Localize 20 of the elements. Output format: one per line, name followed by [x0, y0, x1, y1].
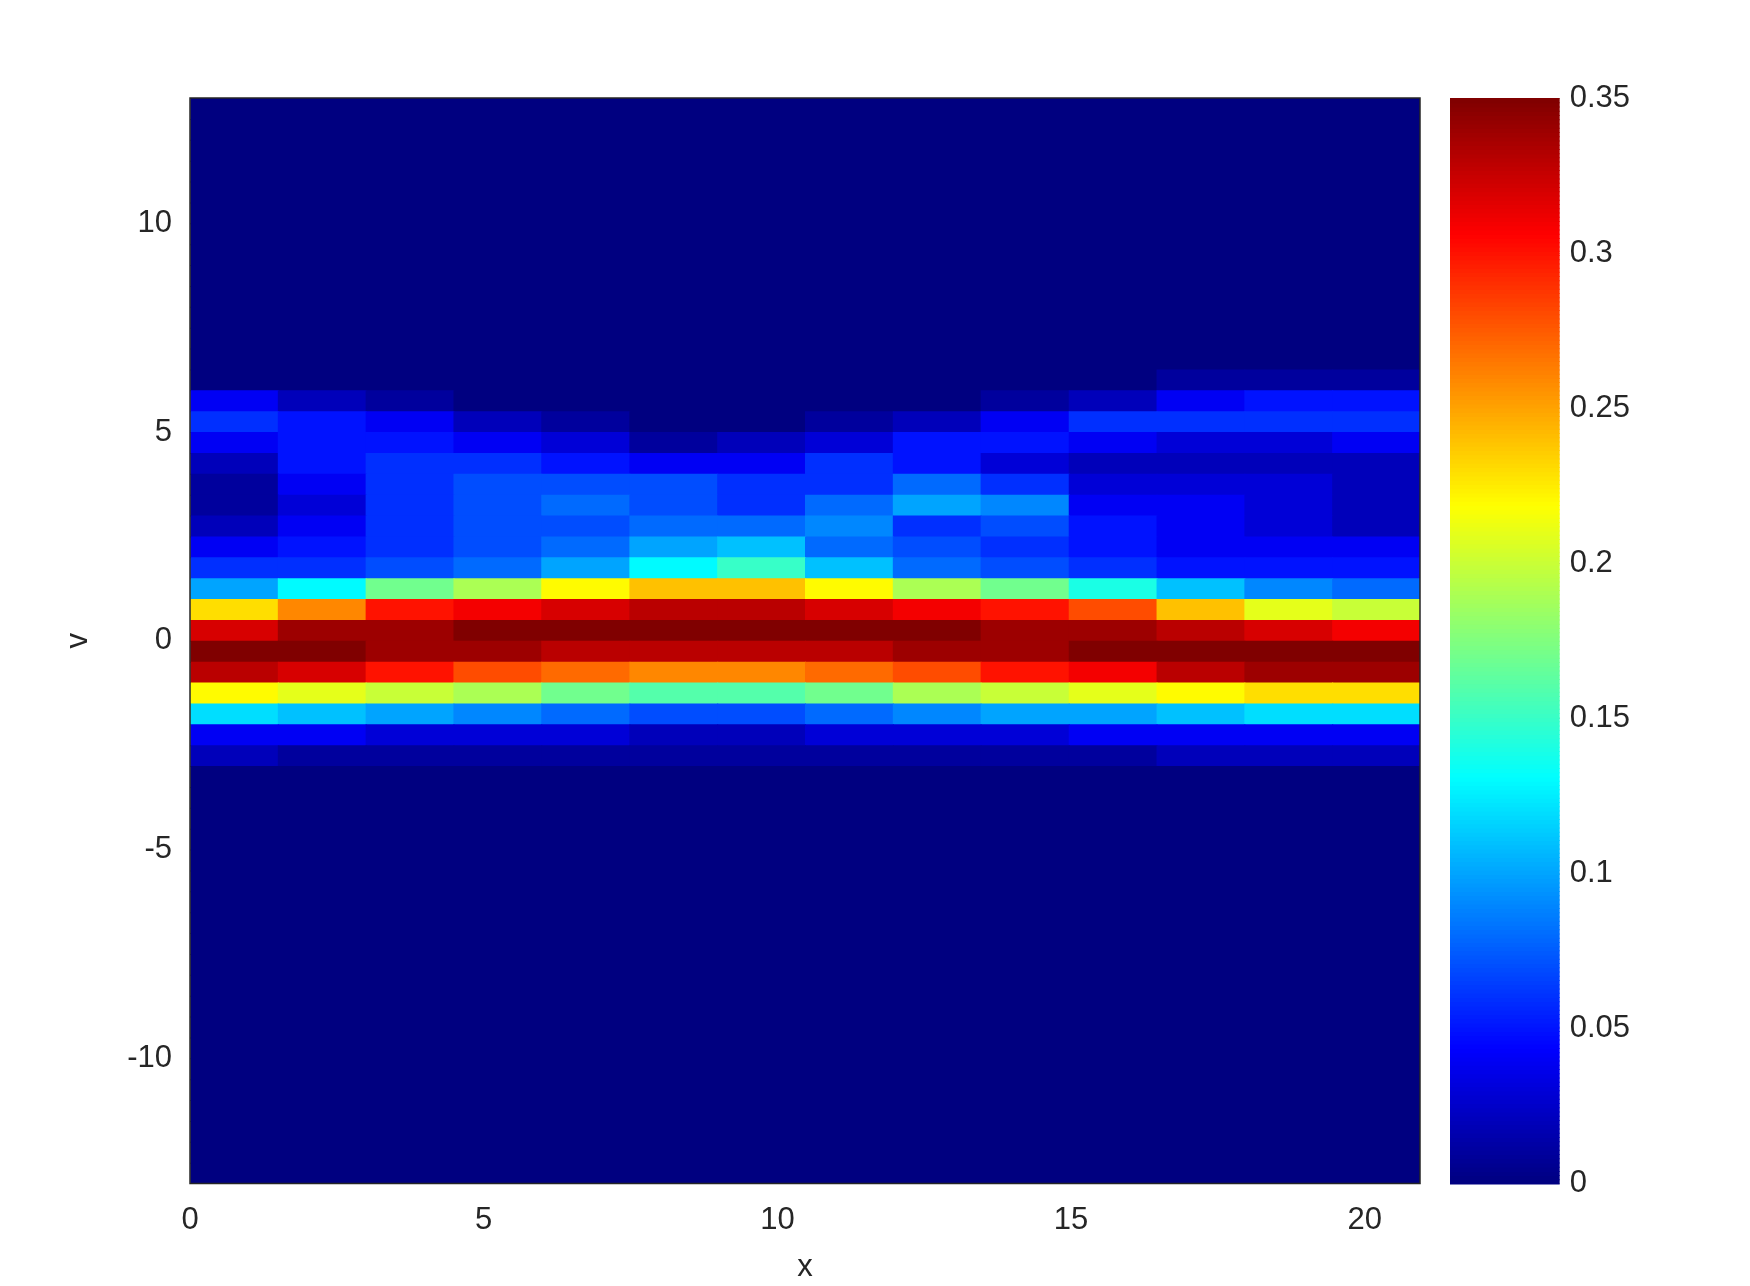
y-tick-label: -5	[144, 830, 172, 866]
x-tick-label: 5	[475, 1200, 493, 1236]
color-bar-label: 0.25	[1569, 388, 1631, 424]
x-tick-label: 0	[181, 1200, 199, 1236]
color-bar-label: 0.2	[1569, 543, 1613, 579]
x-tick-label: 15	[1053, 1200, 1089, 1236]
color-bar-label: 0	[1569, 1164, 1587, 1200]
color-bar-label: 0.1	[1569, 853, 1613, 889]
x-tick-label: 20	[1347, 1200, 1383, 1236]
y-axis-title: v	[59, 632, 95, 649]
color-bar-label: 0.3	[1569, 233, 1613, 269]
x-axis-title: x	[797, 1247, 814, 1283]
x-tick-label: 10	[760, 1200, 795, 1236]
y-tick-label: 10	[137, 203, 172, 239]
color-bar-label: 0.35	[1569, 78, 1631, 114]
y-tick-label: 5	[154, 412, 172, 448]
y-tick-label: -10	[127, 1038, 172, 1074]
color-bar-label: 0.15	[1569, 698, 1631, 734]
y-tick-label: 0	[154, 621, 172, 657]
color-bar-label: 0.05	[1569, 1009, 1631, 1045]
